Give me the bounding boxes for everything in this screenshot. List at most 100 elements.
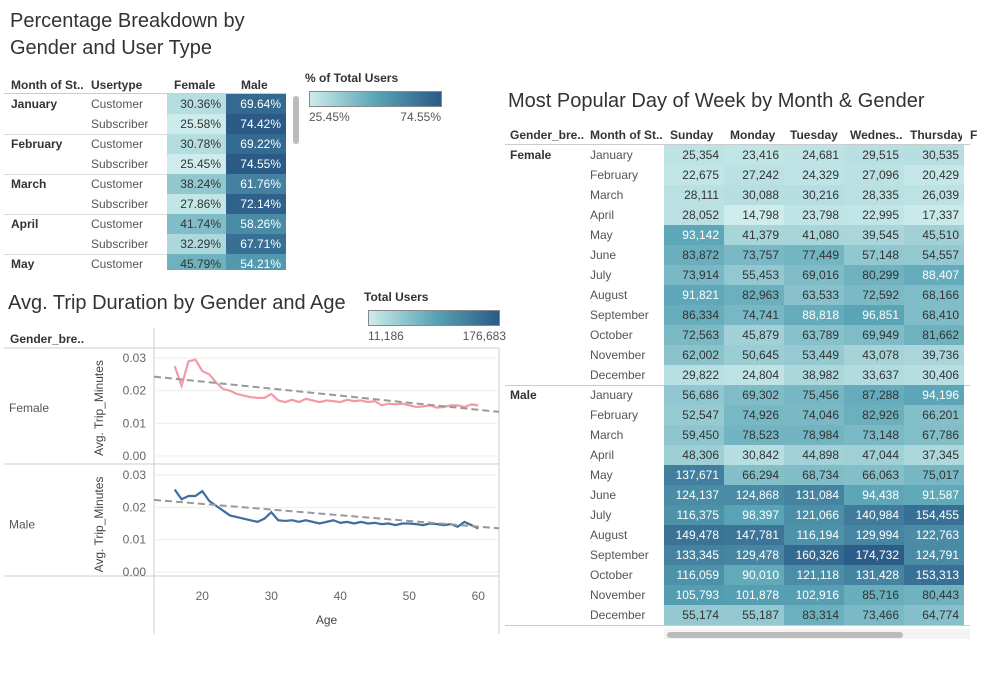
heatmap-cell: 129,994 bbox=[844, 525, 904, 545]
heatmap-cell: 30,842 bbox=[724, 445, 784, 465]
pct-month-label: May bbox=[11, 257, 35, 270]
heatmap-cell: 73,914 bbox=[664, 265, 724, 285]
heatmap-cell: 22,675 bbox=[664, 165, 724, 185]
dur-trend-line bbox=[153, 498, 500, 530]
heatmap-cell: 94,196 bbox=[904, 385, 964, 405]
heatmap-cell: 147,781 bbox=[724, 525, 784, 545]
pct-female-cell: 30.36% bbox=[167, 94, 226, 114]
heatmap-cell: 45,510 bbox=[904, 225, 964, 245]
heatmap-cell: 116,375 bbox=[664, 505, 724, 525]
pct-header-male[interactable]: Male bbox=[241, 78, 268, 92]
heatmap-cell: 149,478 bbox=[664, 525, 724, 545]
pct-month-label: February bbox=[11, 137, 63, 151]
heatmap-cell: 39,736 bbox=[904, 345, 964, 365]
dur-y-tick-label: 0.02 bbox=[123, 500, 147, 514]
heatmap-cell: 160,326 bbox=[784, 545, 844, 565]
heatmap-cell: 68,734 bbox=[784, 465, 844, 485]
pct-group-divider bbox=[4, 134, 286, 135]
dur-trend-line bbox=[153, 375, 500, 413]
pct-month-label: March bbox=[11, 177, 47, 191]
heatmap-day-header[interactable]: Tuesday bbox=[790, 128, 838, 142]
dur-legend-min: 11,186 bbox=[368, 329, 404, 343]
heatmap-cell: 41,080 bbox=[784, 225, 844, 245]
heatmap-cell: 72,563 bbox=[664, 325, 724, 345]
pct-header-usertype[interactable]: Usertype bbox=[91, 78, 143, 92]
pct-month-label: January bbox=[11, 97, 58, 111]
heatmap-cell: 30,535 bbox=[904, 145, 964, 165]
heatmap-day-header[interactable]: Sunday bbox=[670, 128, 714, 142]
heatmap-cell: 57,148 bbox=[844, 245, 904, 265]
pct-title-line1: Percentage Breakdown by bbox=[10, 10, 245, 32]
pct-female-cell: 27.86% bbox=[167, 194, 226, 214]
pct-legend-min: 25.45% bbox=[309, 110, 350, 124]
heatmap-month-label: September bbox=[590, 548, 649, 562]
heatmap-cell: 30,216 bbox=[784, 185, 844, 205]
pct-male-cell: 67.71% bbox=[226, 234, 286, 254]
heatmap-cell: 91,587 bbox=[904, 485, 964, 505]
pct-header-female[interactable]: Female bbox=[174, 78, 216, 92]
trip-duration-chart[interactable]: Gender_bre.. Female 0.03 0.02 0.01 0.00 Avg. T… bbox=[0, 324, 502, 644]
heatmap-cell: 124,868 bbox=[724, 485, 784, 505]
heatmap-gender-label: Female bbox=[510, 148, 552, 162]
heatmap-header-month[interactable]: Month of St.. bbox=[590, 128, 663, 142]
dur-title: Avg. Trip Duration by Gender and Age bbox=[8, 292, 346, 314]
heatmap-cell: 101,878 bbox=[724, 585, 784, 605]
heatmap-cell: 28,111 bbox=[664, 185, 724, 205]
heatmap-month-label: February bbox=[590, 168, 639, 182]
pct-legend-gradient bbox=[309, 91, 442, 107]
heatmap-cell: 38,982 bbox=[784, 365, 844, 385]
heatmap-cell: 140,984 bbox=[844, 505, 904, 525]
pct-legend: % of Total Users 25.45% 74.55% bbox=[305, 71, 445, 131]
heatmap-scrollbar[interactable] bbox=[667, 632, 903, 638]
heatmap-cell: 39,545 bbox=[844, 225, 904, 245]
heatmap-cell: 24,804 bbox=[724, 365, 784, 385]
dur-legend-gradient bbox=[368, 310, 500, 326]
heatmap-cell: 53,449 bbox=[784, 345, 844, 365]
heatmap-cell: 83,872 bbox=[664, 245, 724, 265]
heatmap-month-label: July bbox=[590, 268, 612, 282]
dur-legend: Total Users 11,186 176,683 bbox=[364, 290, 506, 345]
dur-panel-label: Male bbox=[9, 518, 35, 532]
heatmap-cell: 14,798 bbox=[724, 205, 784, 225]
heatmap-cell: 27,242 bbox=[724, 165, 784, 185]
heatmap-cell: 102,916 bbox=[784, 585, 844, 605]
heatmap-cell: 129,478 bbox=[724, 545, 784, 565]
pct-header-month[interactable]: Month of St.. bbox=[11, 78, 84, 92]
dur-y-axis-label: Avg. Trip_Minutes bbox=[92, 360, 106, 456]
heatmap-cell: 78,523 bbox=[724, 425, 784, 445]
heatmap-cell: 81,662 bbox=[904, 325, 964, 345]
heatmap-cell: 96,851 bbox=[844, 305, 904, 325]
heatmap-cell: 72,592 bbox=[844, 285, 904, 305]
pct-female-cell: 25.58% bbox=[167, 114, 226, 134]
heatmap-title: Most Popular Day of Week by Month & Gend… bbox=[508, 90, 925, 112]
heatmap-month-label: February bbox=[590, 408, 639, 422]
heatmap-day-header[interactable]: Thursday bbox=[910, 128, 962, 142]
heatmap-cell: 74,741 bbox=[724, 305, 784, 325]
heatmap-month-label: March bbox=[590, 188, 624, 202]
pct-scrollbar[interactable] bbox=[293, 96, 299, 144]
heatmap-header-gender[interactable]: Gender_bre.. bbox=[510, 128, 585, 142]
heatmap-day-header[interactable]: Monday bbox=[730, 128, 776, 142]
heatmap-cell: 73,148 bbox=[844, 425, 904, 445]
heatmap-cell: 47,044 bbox=[844, 445, 904, 465]
dur-y-tick-label: 0.03 bbox=[123, 351, 147, 365]
heatmap-cell: 30,088 bbox=[724, 185, 784, 205]
pct-male-cell: 61.76% bbox=[226, 174, 286, 194]
heatmap-cell: 75,456 bbox=[784, 385, 844, 405]
heatmap-cell: 30,406 bbox=[904, 365, 964, 385]
pct-group-divider bbox=[4, 174, 286, 175]
heatmap-cell: 122,763 bbox=[904, 525, 964, 545]
heatmap-cell: 63,789 bbox=[784, 325, 844, 345]
dur-y-axis-label: Avg. Trip_Minutes bbox=[92, 477, 106, 573]
pct-usertype-label: Subscriber bbox=[91, 197, 149, 211]
dur-x-tick-label: 50 bbox=[403, 589, 417, 603]
heatmap-cell: 91,821 bbox=[664, 285, 724, 305]
heatmap-day-header[interactable]: Wednes.. bbox=[850, 128, 902, 142]
heatmap-cell: 41,379 bbox=[724, 225, 784, 245]
heatmap-cell: 55,174 bbox=[664, 605, 724, 625]
heatmap-month-label: May bbox=[590, 468, 613, 482]
heatmap-day-header[interactable]: F bbox=[970, 128, 978, 142]
heatmap-table: Female January 25,354 23,416 24,681 29,515 30,… bbox=[505, 145, 975, 627]
heatmap-cell: 124,791 bbox=[904, 545, 964, 565]
heatmap-cell: 85,716 bbox=[844, 585, 904, 605]
